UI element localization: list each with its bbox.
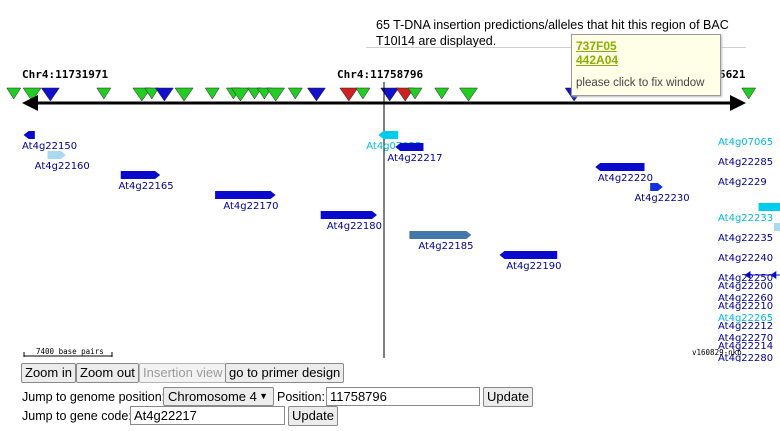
gene-update-button[interactable]: Update [288, 406, 338, 426]
insertion-marker-green[interactable] [741, 87, 757, 100]
position-input[interactable]: 11758796 [326, 387, 480, 406]
insertion-marker-green[interactable] [22, 87, 42, 102]
chromosome-select[interactable]: Chromosome 4 ▼ [163, 387, 274, 406]
insertion-marker-green[interactable] [230, 87, 250, 102]
insertion-marker-blue[interactable] [380, 87, 400, 102]
gene-exon[interactable] [770, 271, 777, 279]
popup-link-442a04[interactable]: 442A04 [576, 53, 619, 67]
divider [366, 47, 746, 48]
insertion-marker-green[interactable] [256, 87, 272, 100]
gene-label[interactable]: At4g22160 [35, 161, 90, 172]
scale-bar: 7400 base pairs [23, 347, 113, 357]
genome-position-label: Jump to genome position: [22, 390, 166, 404]
insertion-marker-blue[interactable] [306, 87, 326, 102]
gene-label[interactable]: At4g22220 [598, 173, 653, 184]
insertion-marker-green[interactable] [434, 87, 450, 100]
insertion-marker-blue[interactable] [154, 87, 174, 102]
axis-right-arrow[interactable] [730, 95, 746, 111]
gene-model[interactable] [499, 251, 558, 259]
gene-model[interactable] [47, 151, 66, 159]
gene-model[interactable] [650, 183, 663, 191]
insertion-marker-green[interactable] [266, 87, 286, 102]
gene-model[interactable] [758, 203, 780, 211]
gene-model[interactable] [409, 231, 472, 239]
position-update-button[interactable]: Update [483, 387, 533, 407]
gene-model[interactable] [23, 131, 35, 139]
gene-model[interactable] [395, 143, 424, 151]
gene-label[interactable]: At4g22285 [718, 157, 773, 168]
gene-label[interactable]: At4g22240 [718, 253, 773, 264]
gene-label[interactable]: At4g22150 [22, 141, 77, 152]
gene-label[interactable]: At4g22260 [718, 293, 773, 304]
insertion-marker-red[interactable] [339, 87, 359, 102]
gene-model[interactable] [120, 171, 161, 179]
insertion-summary: 65 T-DNA insertion predictions/alleles t… [376, 18, 729, 48]
gene-label[interactable]: At4g22185 [418, 241, 473, 252]
gene-label[interactable]: At4g22170 [223, 201, 278, 212]
insertion-marker-green[interactable] [132, 87, 152, 102]
gene-label[interactable]: At4g22270 [718, 333, 773, 344]
position-label: Position: [277, 390, 325, 404]
insertion-popup[interactable]: 737F05 442A04 please click to fix window [571, 34, 721, 96]
gene-label[interactable]: At4g22200 [718, 281, 773, 292]
gene-exon[interactable] [744, 271, 751, 279]
gene-model[interactable] [774, 223, 780, 231]
popup-link-737f05[interactable]: 737F05 [576, 39, 617, 53]
chromosome-axis [22, 82, 746, 358]
gene-label[interactable]: At4g07055 [366, 141, 421, 152]
insertion-marker-green[interactable] [247, 87, 262, 100]
insertion-marker-green[interactable] [6, 87, 22, 100]
gene-label[interactable]: At4g22165 [118, 181, 173, 192]
controls-panel: Zoom in Zoom out Insertion view go to pr… [0, 362, 780, 431]
insertion-marker-green[interactable] [459, 87, 478, 102]
gene-model[interactable] [215, 191, 276, 199]
gene-label[interactable]: At4g22180 [327, 221, 382, 232]
chromosome-select-value: Chromosome 4 [168, 389, 257, 404]
gene-label[interactable]: At4g22190 [506, 261, 561, 272]
primer-design-button[interactable]: go to primer design [225, 363, 345, 383]
right-position-label: 5621 [719, 68, 746, 81]
insertion-marker-green[interactable] [174, 87, 194, 102]
insertion-marker-green[interactable] [144, 87, 160, 100]
gene-code-input[interactable]: At4g22217 [130, 406, 285, 425]
axis-left-arrow[interactable] [22, 95, 38, 111]
popup-note: please click to fix window [576, 77, 705, 89]
zoom-out-button[interactable]: Zoom out [76, 363, 139, 383]
gene-model[interactable] [595, 163, 645, 171]
gene-label[interactable]: At4g22212 [718, 321, 773, 332]
gene-model[interactable] [320, 211, 378, 219]
gene-label[interactable]: At4g22210 [718, 301, 773, 312]
gene-label[interactable]: At4g2229 [718, 177, 767, 188]
insertion-marker-green[interactable] [355, 87, 371, 100]
gene-label[interactable]: At4g22265 [718, 313, 773, 324]
left-position-label: Chr4:11731971 [22, 68, 108, 81]
gene-label[interactable]: At4g22217 [387, 153, 442, 164]
gene-label[interactable]: At4g22230 [634, 193, 689, 204]
gene-code-label: Jump to gene code: [22, 409, 132, 423]
gene-label[interactable]: At4g07065 [718, 137, 773, 148]
gene-label[interactable]: At4g22214 [718, 341, 773, 352]
gene-label[interactable]: At4g22280 [718, 353, 773, 362]
gene-label[interactable]: At4g22235 [718, 233, 773, 244]
gene-label[interactable]: At4g22233 [718, 213, 773, 224]
insertion-marker-green[interactable] [204, 87, 220, 100]
scale-bar-label: 7400 base pairs [36, 347, 104, 356]
gene-model[interactable] [378, 131, 399, 139]
chevron-down-icon: ▼ [259, 391, 268, 401]
center-position-label: Chr4:11758796 [337, 68, 423, 81]
insertion-marker-green[interactable] [287, 87, 303, 100]
insertion-marker-green[interactable] [407, 87, 423, 100]
insertion-marker-green[interactable] [96, 87, 112, 100]
insertion-view-button[interactable]: Insertion view [139, 363, 227, 383]
zoom-in-button[interactable]: Zoom in [21, 363, 76, 383]
genome-viewer[interactable]: At4g22150 At4g22160 At4g22165 At4g22170 At4g… [0, 0, 780, 362]
insertion-marker-red[interactable] [395, 87, 415, 102]
version-label: v160829-nkb [692, 348, 742, 357]
gene-track[interactable]: At4g22150 At4g22160 At4g22165 At4g22170 At4g… [22, 127, 780, 362]
insertion-marker-blue[interactable] [40, 87, 60, 102]
gene-label[interactable]: At4g22250 [718, 273, 773, 284]
